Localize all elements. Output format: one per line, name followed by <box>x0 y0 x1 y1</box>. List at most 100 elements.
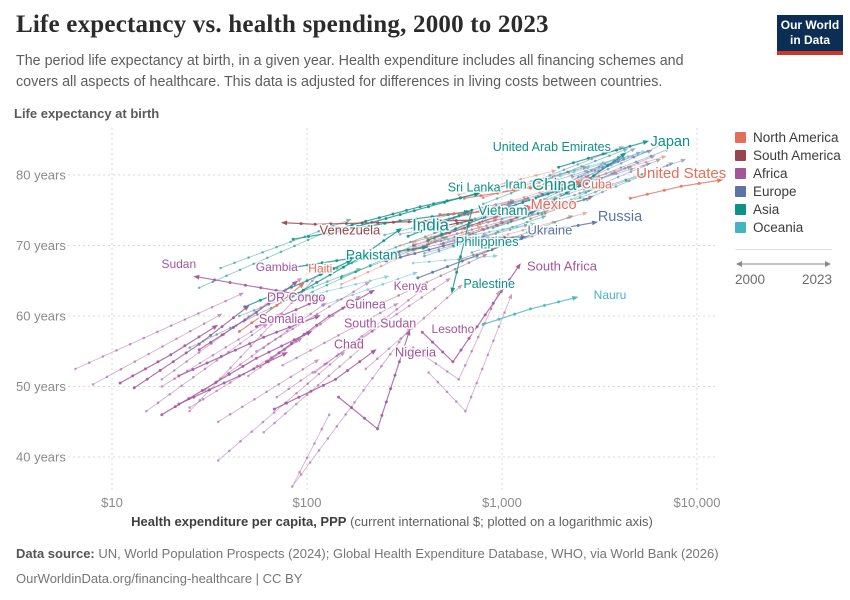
series-lesotho[interactable] <box>337 329 411 431</box>
series-unlabeled-36[interactable] <box>563 173 647 205</box>
series-pakistan[interactable] <box>243 259 353 309</box>
series-unlabeled-72[interactable] <box>364 284 463 371</box>
country-label-gambia[interactable]: Gambia <box>254 258 299 275</box>
series-unlabeled-45[interactable] <box>581 155 667 182</box>
license-line[interactable]: OurWorldinData.org/financing-healthcare … <box>16 570 303 586</box>
legend-item-oceania[interactable]: Oceania <box>735 218 847 236</box>
series-unlabeled-55[interactable] <box>383 254 488 304</box>
country-label-mexico[interactable]: Mexico <box>529 196 578 215</box>
series-south-africa[interactable] <box>420 263 521 364</box>
series-unlabeled-10[interactable] <box>578 159 662 195</box>
legend-item-asia[interactable]: Asia <box>735 200 847 218</box>
series-unlabeled-59[interactable] <box>411 254 499 265</box>
country-label-palestine[interactable]: Palestine <box>462 275 516 292</box>
country-label-united-states[interactable]: United States <box>635 164 728 184</box>
series-sudan[interactable] <box>193 274 325 329</box>
series-cuba[interactable] <box>462 180 583 200</box>
legend-item-europe[interactable]: Europe <box>735 182 847 200</box>
country-label-guinea[interactable]: Guinea <box>344 296 387 313</box>
series-philippines[interactable] <box>291 245 429 269</box>
series-vietnam[interactable] <box>291 210 471 241</box>
country-label-philippines[interactable]: Philippines <box>454 232 520 250</box>
series-unlabeled-2[interactable] <box>559 151 642 189</box>
legend-item-south_america[interactable]: South America <box>735 146 847 164</box>
series-mexico[interactable] <box>438 205 534 216</box>
country-label-chad[interactable]: Chad <box>332 336 365 353</box>
scatter-plot[interactable]: $10 $100 $1,000 $10,000 80 years 70 years 60 y… <box>0 110 850 530</box>
series-united-states[interactable] <box>628 178 724 200</box>
series-unlabeled-69[interactable] <box>275 320 389 399</box>
country-label-japan[interactable]: Japan <box>649 133 692 152</box>
series-unlabeled-85[interactable] <box>216 359 320 424</box>
series-unlabeled-41[interactable] <box>457 169 557 196</box>
series-unlabeled-64[interactable] <box>145 323 268 413</box>
series-unlabeled-71[interactable] <box>345 278 451 349</box>
series-palestine[interactable] <box>406 208 474 294</box>
series-ukraine[interactable] <box>384 234 527 263</box>
country-label-nauru[interactable]: Nauru <box>592 287 628 304</box>
series-unlabeled-40[interactable] <box>540 183 606 216</box>
country-label-lesotho[interactable]: Lesotho <box>430 320 476 337</box>
country-label-nigeria[interactable]: Nigeria <box>393 343 438 361</box>
series-unlabeled-61[interactable] <box>433 222 536 244</box>
series-dr-congo[interactable] <box>132 305 250 390</box>
series-unlabeled-24[interactable] <box>516 185 608 213</box>
owid-logo[interactable]: Our World in Data <box>777 15 843 55</box>
country-label-united-arab-emirates[interactable]: United Arab Emirates <box>491 139 612 156</box>
series-venezuela[interactable] <box>281 218 474 231</box>
country-label-vietnam[interactable]: Vietnam <box>477 202 529 220</box>
series-guinea[interactable] <box>177 315 321 378</box>
country-label-china[interactable]: China <box>530 174 578 196</box>
country-label-somalia[interactable]: Somalia <box>257 311 305 328</box>
series-nigeria[interactable] <box>272 349 377 411</box>
series-unlabeled-60[interactable] <box>321 271 418 307</box>
series-unlabeled-73[interactable] <box>433 197 530 224</box>
country-label-venezuela[interactable]: Venezuela <box>318 221 382 239</box>
series-unlabeled-34[interactable] <box>423 215 547 258</box>
series-unlabeled-67[interactable] <box>290 326 412 488</box>
series-unlabeled-26[interactable] <box>481 148 629 206</box>
series-unlabeled-33[interactable] <box>491 197 588 230</box>
country-label-iran[interactable]: Iran <box>504 176 529 193</box>
series-gambia[interactable] <box>197 280 298 352</box>
series-india[interactable] <box>288 228 403 300</box>
series-japan[interactable] <box>557 140 649 169</box>
series-unlabeled-8[interactable] <box>545 166 633 201</box>
series-unlabeled-63[interactable] <box>91 313 223 386</box>
series-unlabeled-62[interactable] <box>74 292 244 371</box>
series-kenya[interactable] <box>265 289 375 364</box>
country-label-haiti[interactable]: Haiti <box>307 260 334 277</box>
series-somalia[interactable] <box>118 324 219 385</box>
country-label-ukraine[interactable]: Ukraine <box>526 221 574 239</box>
country-label-kenya[interactable]: Kenya <box>392 277 429 294</box>
series-unlabeled-31[interactable] <box>219 218 352 270</box>
series-chad[interactable] <box>177 352 288 406</box>
series-haiti[interactable] <box>237 282 305 333</box>
series-unlabeled-58[interactable] <box>296 275 390 300</box>
country-label-india[interactable]: India <box>411 214 451 236</box>
country-label-cuba[interactable]: Cuba <box>581 176 614 193</box>
country-label-dr-congo[interactable]: DR Congo <box>266 289 327 306</box>
country-label-russia[interactable]: Russia <box>596 208 644 227</box>
series-iran[interactable] <box>427 187 567 242</box>
legend-item-north_america[interactable]: North America <box>735 128 847 146</box>
arrowhead-icon <box>383 320 389 325</box>
country-label-sri-lanka[interactable]: Sri Lanka <box>446 179 502 196</box>
country-label-south-sudan[interactable]: South Sudan <box>342 315 417 332</box>
country-label-south-africa[interactable]: South Africa <box>525 257 599 275</box>
series-russia[interactable] <box>416 220 599 280</box>
series-unlabeled-53[interactable] <box>529 195 594 220</box>
series-unlabeled-51[interactable] <box>433 204 529 240</box>
series-unlabeled-70[interactable] <box>313 288 424 374</box>
series-unlabeled-84[interactable] <box>262 344 366 434</box>
series-nauru[interactable] <box>481 296 579 326</box>
series-united-arab-emirates[interactable] <box>525 152 627 217</box>
country-label-sudan[interactable]: Sudan <box>160 256 198 273</box>
series-sri-lanka[interactable] <box>337 192 480 231</box>
series-unlabeled-80[interactable] <box>427 293 512 413</box>
series-unlabeled-79[interactable] <box>281 303 399 367</box>
series-unlabeled-75[interactable] <box>383 232 488 258</box>
series-unlabeled-81[interactable] <box>411 290 500 381</box>
country-label-pakistan[interactable]: Pakistan <box>344 246 399 264</box>
legend-item-africa[interactable]: Africa <box>735 164 847 182</box>
